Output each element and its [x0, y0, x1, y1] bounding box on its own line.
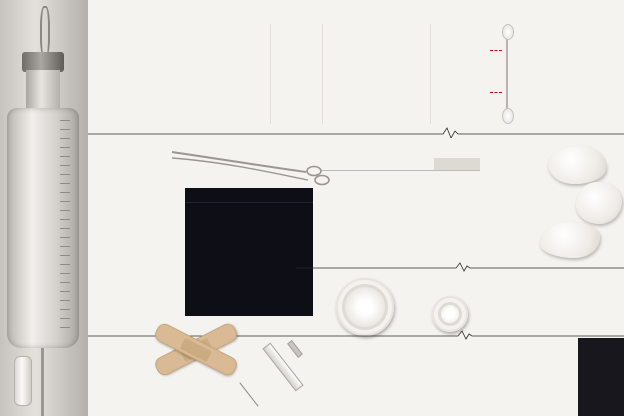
- divider-vertical: [270, 24, 271, 124]
- ekg-divider: [88, 127, 624, 138]
- gauze-pad-small: [432, 296, 468, 332]
- syringe-graphic: [238, 332, 308, 416]
- cotton-ball-lacma: [540, 222, 600, 258]
- forceps-graphic: [171, 151, 330, 186]
- red-connector-line: [490, 50, 502, 51]
- cotton-swab-graphic: [500, 24, 514, 124]
- extra-spend-callout: [12, 252, 70, 266]
- iv-bottle-photo: [0, 0, 88, 416]
- hospitals-header-profit: [433, 158, 480, 170]
- red-connector-line: [490, 92, 502, 93]
- slope-chart: [168, 42, 268, 126]
- procedures-header-row: [185, 188, 313, 203]
- ekg-divider: [88, 330, 624, 340]
- climb-chart: [326, 38, 428, 118]
- cotton-ball-metropolitan-opera: [548, 146, 606, 184]
- gauze-pad-large: [336, 278, 394, 336]
- bottle-scale-graphic: [60, 120, 70, 330]
- iv-tube-graphic: [41, 348, 44, 416]
- cotton-ball-red-cross: [576, 182, 622, 224]
- aging-chart: [532, 36, 622, 122]
- bottle-neck-graphic: [26, 70, 60, 110]
- cost-callout: [12, 152, 64, 166]
- cotton-roll-graphic: [14, 356, 32, 406]
- hospitals-table: [322, 158, 480, 171]
- procedures-table: [185, 188, 313, 316]
- hospitals-header-row: [322, 158, 480, 171]
- sources-box: [578, 338, 624, 416]
- ekg-divider: [296, 262, 624, 272]
- bottle-cap-graphic: [22, 52, 64, 72]
- divider-vertical: [322, 24, 323, 124]
- bottle-hook-graphic: [40, 6, 50, 58]
- divider-vertical: [430, 24, 431, 124]
